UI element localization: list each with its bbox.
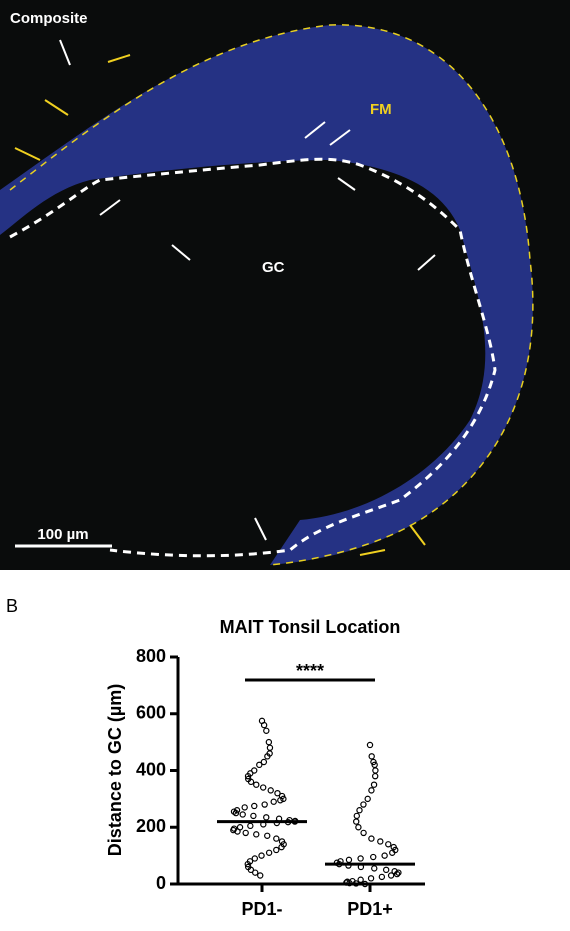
- data-point: [256, 761, 263, 769]
- data-point: [251, 855, 259, 862]
- data-point: [280, 795, 287, 803]
- y-tick-label: 600: [136, 703, 166, 723]
- data-point: [241, 804, 248, 811]
- data-point: [234, 828, 241, 835]
- data-point: [244, 772, 252, 780]
- data-point: [264, 832, 271, 839]
- data-point: [371, 865, 378, 872]
- y-tick-label: 400: [136, 759, 166, 779]
- data-point: [387, 872, 395, 879]
- yellow-arrows: [14, 54, 426, 556]
- data-point: [274, 790, 281, 797]
- data-point: [273, 846, 280, 854]
- data-point: [239, 811, 246, 818]
- data-point: [247, 822, 254, 830]
- data-point: [232, 809, 240, 817]
- data-point: [352, 880, 360, 887]
- data-point: [368, 753, 375, 760]
- panel-label: B: [6, 596, 18, 616]
- data-point: [266, 744, 274, 752]
- data-point: [366, 741, 374, 749]
- data-point: [242, 829, 249, 837]
- data-point: [378, 873, 386, 881]
- data-point: [277, 797, 284, 804]
- data-point: [260, 721, 268, 729]
- data-point: [263, 814, 270, 821]
- data-point: [353, 812, 360, 820]
- data-point: [263, 727, 270, 734]
- follicle-mantle: [0, 24, 533, 565]
- data-point: [360, 801, 367, 808]
- data-point: [370, 781, 378, 788]
- scale-bar-label: 100 µm: [37, 526, 88, 543]
- image-label: Composite: [10, 10, 88, 27]
- data-point: [267, 787, 274, 794]
- data-point: [381, 852, 388, 859]
- data-point: [265, 849, 273, 856]
- data-point: [259, 784, 267, 791]
- data-point: [360, 829, 367, 837]
- data-point: [247, 778, 255, 786]
- data-point: [377, 838, 384, 845]
- data-point: [382, 866, 390, 874]
- y-axis-label: Distance to GC (µm): [105, 684, 125, 856]
- data-point: [261, 801, 268, 808]
- y-tick-label: 800: [136, 646, 166, 666]
- data-point: [278, 843, 285, 851]
- data-point: [247, 866, 255, 874]
- y-tick-label: 0: [156, 873, 166, 893]
- data-point: [258, 852, 265, 859]
- data-point: [260, 758, 268, 766]
- data-point: [353, 818, 360, 825]
- data-point: [273, 835, 280, 842]
- data-point: [253, 831, 260, 838]
- arrows: [59, 39, 436, 541]
- data-point: [257, 872, 264, 879]
- data-point: [356, 807, 363, 814]
- data-point: [368, 835, 375, 842]
- data-point: [364, 795, 371, 803]
- data-point: [265, 738, 273, 746]
- data-point: [371, 772, 379, 780]
- significance-label: ****: [296, 661, 324, 681]
- chart-title: MAIT Tonsil Location: [220, 617, 401, 637]
- data-point: [270, 798, 277, 805]
- data-point: [389, 849, 396, 856]
- region-label: GC: [262, 259, 285, 276]
- data-point: [244, 860, 251, 868]
- fm-outline: [9, 24, 534, 566]
- x-tick-label: PD1+: [347, 899, 393, 919]
- data-point: [250, 812, 257, 820]
- gc-outline: [9, 157, 497, 558]
- data-point: [345, 856, 353, 864]
- data-point: [252, 869, 259, 876]
- data-point: [253, 781, 260, 788]
- data-point: [395, 869, 402, 876]
- data-point: [361, 880, 369, 888]
- x-tick-label: PD1-: [241, 899, 282, 919]
- data-point: [357, 855, 364, 862]
- data-point: [393, 870, 401, 878]
- data-point: [233, 807, 241, 814]
- data-point: [355, 824, 362, 831]
- data-point: [251, 802, 258, 810]
- data-point: [346, 879, 353, 887]
- data-point: [385, 841, 392, 848]
- data-point: [370, 853, 377, 861]
- data-point: [343, 879, 350, 886]
- data-point: [368, 787, 375, 794]
- data-point: [264, 753, 271, 760]
- data-point: [367, 875, 375, 882]
- data-point: [357, 876, 364, 883]
- data-point: [372, 767, 379, 774]
- y-tick-label: 200: [136, 816, 166, 836]
- region-label: FM: [370, 101, 392, 118]
